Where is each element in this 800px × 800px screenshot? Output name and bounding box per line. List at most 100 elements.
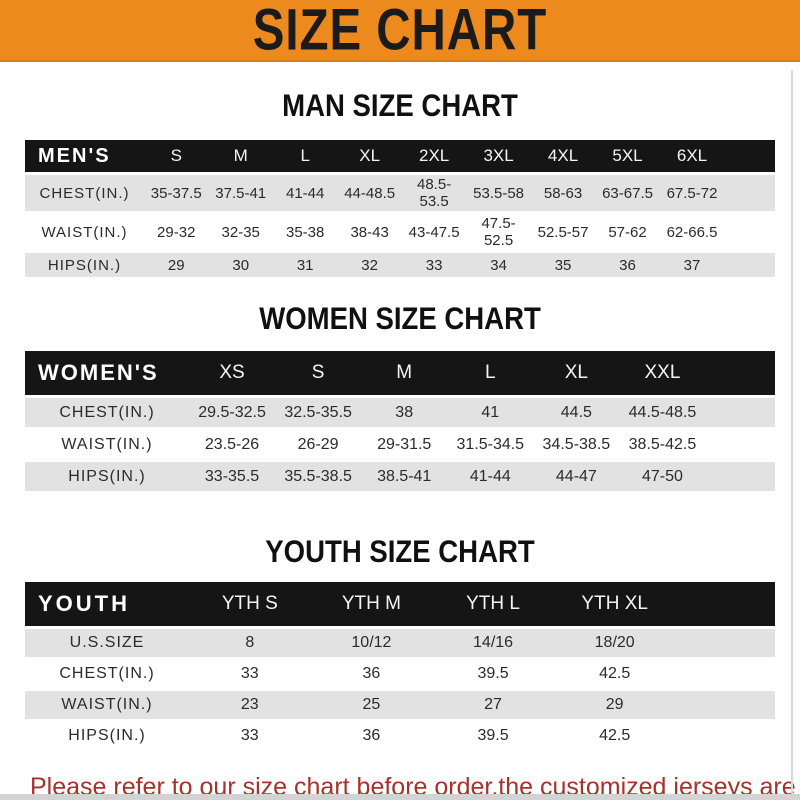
section-women: WOMEN SIZE CHART WOMEN'S XS S M L XL XXL CHEST(… (0, 301, 800, 494)
size-column-header: XL (337, 140, 402, 175)
table-row: WAIST(IN.) 23 25 27 29 (25, 689, 775, 722)
size-value-cell: 29-32 (144, 212, 209, 253)
size-column-header: YTH S (189, 582, 311, 629)
size-value-cell: 33 (189, 720, 311, 753)
size-value-cell: 67.5-72 (659, 173, 725, 214)
row-label: HIPS(IN.) (25, 251, 144, 280)
women-size-table: WOMEN'S XS S M L XL XXL CHEST(IN.) 29.5-32.5 32.5… (25, 351, 775, 494)
size-value-cell: 31 (272, 251, 338, 280)
spacer-cell (705, 351, 775, 398)
row-label: WAIST(IN.) (25, 428, 189, 462)
table-header-row: YOUTH YTH S YTH M YTH L YTH XL (25, 582, 775, 629)
size-value-cell: 48.5-53.5 (401, 173, 467, 214)
table-row: HIPS(IN.) 33 36 39.5 42.5 (25, 720, 775, 753)
size-column-header: XS (189, 351, 276, 398)
size-value-cell: 47-50 (619, 460, 706, 494)
size-value-cell: 42.5 (553, 720, 676, 753)
size-value-cell: 36 (310, 658, 433, 691)
size-column-header: 5XL (595, 140, 660, 175)
size-value-cell: 58-63 (530, 173, 596, 214)
size-value-cell: 33 (401, 251, 467, 280)
table-header-row: WOMEN'S XS S M L XL XXL (25, 351, 775, 398)
size-column-header: 6XL (659, 140, 725, 175)
size-value-cell: 37 (659, 251, 725, 280)
size-value-cell: 30 (208, 251, 273, 280)
size-value-cell: 63-67.5 (595, 173, 660, 214)
size-value-cell: 34.5-38.5 (533, 428, 620, 462)
size-value-cell: 41-44 (272, 173, 338, 214)
size-value-cell: 38 (361, 396, 448, 430)
size-value-cell: 62-66.5 (659, 212, 725, 253)
size-value-cell: 29.5-32.5 (189, 396, 276, 430)
size-column-header: 4XL (530, 140, 596, 175)
table-row: CHEST(IN.) 35-37.5 37.5-41 41-44 44-48.5 48.5… (25, 173, 775, 214)
section-heading-men: MAN SIZE CHART (282, 88, 518, 124)
size-value-cell: 23.5-26 (189, 428, 276, 462)
spacer-cell (724, 251, 775, 280)
size-value-cell: 43-47.5 (401, 212, 467, 253)
spacer-cell (675, 720, 775, 753)
table-header-row: MEN'S S M L XL 2XL 3XL 4XL 5XL 6XL (25, 140, 775, 175)
size-column-header: YTH L (432, 582, 554, 629)
spacer-cell (724, 212, 775, 253)
size-value-cell: 44.5-48.5 (619, 396, 706, 430)
size-column-header: 3XL (466, 140, 531, 175)
size-value-cell: 27 (432, 689, 554, 722)
table-label-header: MEN'S (25, 140, 144, 175)
size-column-header: XXL (619, 351, 706, 398)
spacer-cell (705, 428, 775, 462)
size-value-cell: 33 (189, 658, 311, 691)
size-value-cell: 35-37.5 (144, 173, 209, 214)
table-row: CHEST(IN.) 29.5-32.5 32.5-35.5 38 41 44.5 44.5… (25, 396, 775, 430)
spacer-cell (724, 140, 775, 175)
size-value-cell: 36 (595, 251, 660, 280)
size-value-cell: 37.5-41 (208, 173, 273, 214)
size-value-cell: 8 (189, 627, 311, 660)
size-value-cell: 29 (144, 251, 209, 280)
size-value-cell: 57-62 (595, 212, 660, 253)
spacer-cell (675, 582, 775, 629)
row-label: CHEST(IN.) (25, 173, 144, 214)
size-value-cell: 38-43 (337, 212, 402, 253)
youth-size-table: YOUTH YTH S YTH M YTH L YTH XL U.S.SIZE 8 10/12… (25, 582, 775, 753)
size-column-header: L (447, 351, 534, 398)
row-label: HIPS(IN.) (25, 460, 189, 494)
size-value-cell: 33-35.5 (189, 460, 276, 494)
size-column-header: S (144, 140, 209, 175)
size-value-cell: 35.5-38.5 (275, 460, 362, 494)
section-heading-women: WOMEN SIZE CHART (259, 301, 541, 337)
size-value-cell: 41 (447, 396, 534, 430)
size-value-cell: 32.5-35.5 (275, 396, 362, 430)
size-value-cell: 38.5-41 (361, 460, 448, 494)
row-label: WAIST(IN.) (25, 212, 144, 253)
size-column-header: S (275, 351, 362, 398)
size-value-cell: 34 (466, 251, 531, 280)
size-value-cell: 35 (530, 251, 596, 280)
size-value-cell: 25 (310, 689, 433, 722)
size-value-cell: 18/20 (553, 627, 676, 660)
section-men: MAN SIZE CHART MEN'S S M L XL 2XL 3XL 4XL 5XL 6XL… (0, 88, 800, 280)
spacer-cell (675, 627, 775, 660)
men-size-table: MEN'S S M L XL 2XL 3XL 4XL 5XL 6XL CHEST(IN.) 35-37… (25, 140, 775, 280)
size-value-cell: 14/16 (432, 627, 554, 660)
size-value-cell: 38.5-42.5 (619, 428, 706, 462)
size-value-cell: 44-47 (533, 460, 620, 494)
banner: SIZE CHART (0, 0, 800, 62)
spacer-cell (705, 396, 775, 430)
size-value-cell: 42.5 (553, 658, 676, 691)
table-label-header: WOMEN'S (25, 351, 189, 398)
size-value-cell: 29-31.5 (361, 428, 448, 462)
size-value-cell: 32 (337, 251, 402, 280)
table-row: WAIST(IN.) 29-32 32-35 35-38 38-43 43-47.5 47.… (25, 212, 775, 253)
size-column-header: M (361, 351, 448, 398)
table-row: U.S.SIZE 8 10/12 14/16 18/20 (25, 627, 775, 660)
size-column-header: YTH XL (553, 582, 676, 629)
size-column-header: 2XL (401, 140, 467, 175)
size-value-cell: 35-38 (272, 212, 338, 253)
spacer-cell (675, 689, 775, 722)
table-row: HIPS(IN.) 33-35.5 35.5-38.5 38.5-41 41-44 44-… (25, 460, 775, 494)
right-edge-line (791, 70, 793, 796)
page-title: SIZE CHART (252, 0, 548, 63)
size-column-header: YTH M (310, 582, 433, 629)
